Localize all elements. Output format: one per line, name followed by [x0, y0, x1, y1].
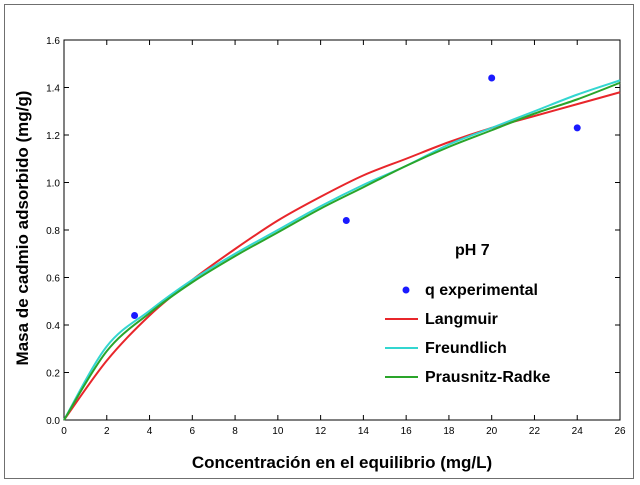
x-tick-label: 18: [443, 426, 455, 437]
chart-frame: [4, 4, 634, 479]
plot-area: [63, 39, 621, 421]
curve-freundlich: [63, 79, 621, 421]
curve-prausnitz-radke: [63, 81, 621, 421]
legend: q experimental Langmuir Freundlich Prausnit…: [385, 282, 550, 386]
y-tick-label: 0.6: [46, 274, 60, 285]
data-point: [131, 312, 139, 319]
legend-marker-q-experimental: [402, 286, 410, 294]
x-tick-label: 6: [190, 426, 196, 437]
x-tick-label: 14: [358, 426, 370, 437]
data-point: [488, 74, 496, 82]
legend-label-langmuir: Langmuir: [425, 311, 498, 328]
x-tick-label: 24: [572, 426, 584, 437]
x-tick-label: 8: [232, 426, 238, 437]
legend-label-prausnitz-radke: Prausnitz-Radke: [425, 369, 550, 386]
y-tick-label: 1.0: [46, 179, 60, 190]
y-tick-label: 1.6: [46, 36, 60, 47]
x-tick-label: 2: [104, 426, 110, 437]
ph-annotation: pH 7: [455, 242, 490, 259]
y-tick-label: 0.2: [46, 369, 60, 380]
x-tick-label: 26: [614, 426, 626, 437]
y-tick-label: 1.2: [46, 131, 60, 142]
y-tick-label: 1.4: [46, 84, 60, 95]
y-tick-label: 0.0: [46, 416, 60, 427]
legend-label-q-experimental: q experimental: [425, 282, 538, 299]
data-point: [573, 124, 581, 132]
x-tick-label: 20: [486, 426, 498, 437]
y-axis-title: Masa de cadmio adsorbido (mg/g): [13, 91, 32, 366]
y-tick-label: 0.8: [46, 226, 60, 237]
legend-label-freundlich: Freundlich: [425, 340, 507, 357]
x-tick-label: 4: [147, 426, 153, 437]
x-tick-label: 22: [529, 426, 541, 437]
data-point: [342, 217, 350, 224]
curve-langmuir: [63, 91, 621, 421]
x-axis-title: Concentración en el equilibrio (mg/L): [192, 453, 492, 472]
x-tick-label: 0: [61, 426, 67, 437]
y-tick-label: 0.4: [46, 321, 60, 332]
x-tick-label: 16: [401, 426, 413, 437]
x-tick-label: 10: [272, 426, 284, 437]
x-tick-label: 12: [315, 426, 327, 437]
